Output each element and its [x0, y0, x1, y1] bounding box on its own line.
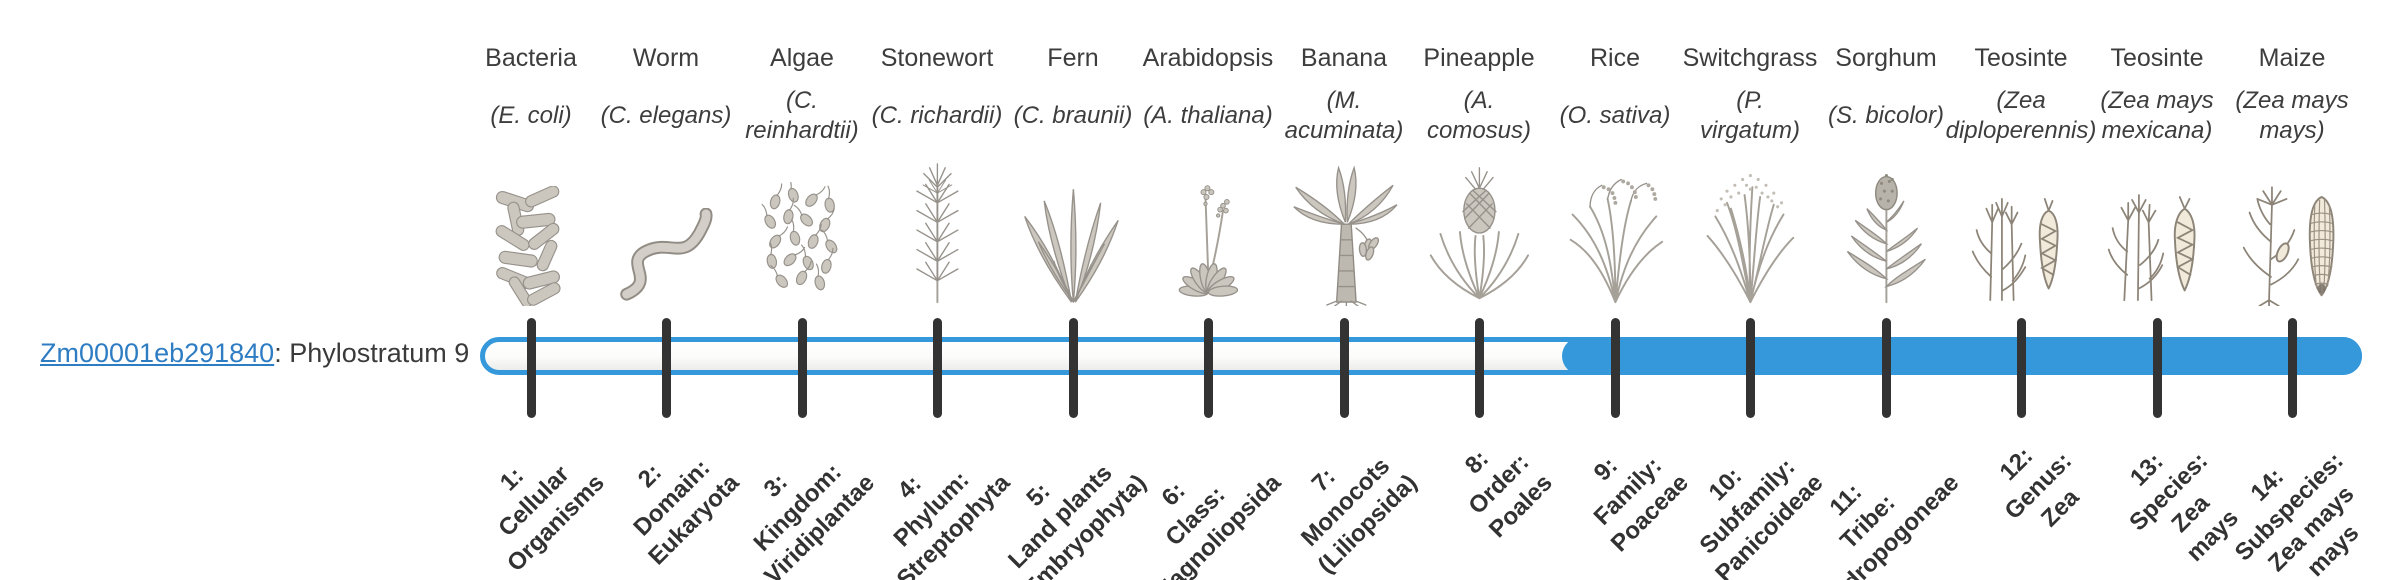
species-name: Teosinte [1974, 44, 2068, 72]
stratum-label: 8: Order: Poales [1459, 445, 1558, 544]
gene-link[interactable]: Zm00001eb291840 [40, 338, 275, 368]
species-name: Banana [1300, 44, 1388, 72]
species-scientific-name: (A. comosus) [1426, 87, 1532, 144]
species-column: Fern (C. braunii) [995, 42, 1151, 306]
species-column: Teosinte (Zea mays mexicana) [2079, 42, 2235, 306]
species-column: Rice (O. sativa) [1537, 42, 1693, 306]
species-name: Worm [632, 44, 700, 72]
stratum-label: 3: Kingdom: Viridiplantae [748, 458, 881, 580]
species-name: Stonewort [880, 44, 994, 72]
species-scientific-name: (Zea mays mays) [2235, 87, 2349, 144]
species-column: Banana (M. acuminata) [1266, 42, 1422, 306]
arabidopsis-illustration [1130, 154, 1286, 306]
phylo-bar-fill [1562, 337, 2362, 375]
species-column: Maize (Zea mays mays) [2214, 42, 2370, 306]
teosinte-diploperennis-illustration [1943, 154, 2099, 306]
rice-illustration [1537, 154, 1693, 306]
stratum-label: 1: Cellular Organisms [492, 460, 610, 578]
tick-mark [1882, 318, 1891, 418]
species-scientific-name: (O. sativa) [1559, 102, 1671, 129]
species-column: Bacteria (E. coli) [453, 42, 609, 306]
stonewort-illustration [859, 154, 1015, 306]
gene-label: Zm00001eb291840: Phylostratum 9 [40, 338, 469, 369]
species-scientific-name: (P. virgatum) [1699, 87, 1801, 144]
species-name: Maize [2258, 44, 2326, 72]
algae-illustration [724, 154, 880, 306]
species-name: Arabidopsis [1142, 44, 1274, 72]
gene-phylostratum-text: : Phylostratum 9 [274, 338, 470, 368]
tick-mark [1475, 318, 1484, 418]
species-name: Sorghum [1835, 44, 1937, 72]
species-column: Pineapple (A. comosus) [1401, 42, 1557, 306]
species-column: Worm (C. elegans) [588, 42, 744, 306]
phylo-bar [480, 337, 2362, 375]
species-scientific-name: (Zea diploperennis) [1945, 87, 2097, 144]
tick-mark [1204, 318, 1213, 418]
species-name: Teosinte [2110, 44, 2204, 72]
species-column: Switchgrass (P. virgatum) [1672, 42, 1828, 306]
species-scientific-name: (E. coli) [490, 102, 572, 129]
species-scientific-name: (C. elegans) [600, 102, 732, 129]
species-column: Arabidopsis (A. thaliana) [1130, 42, 1286, 306]
bacteria-illustration [453, 154, 609, 306]
stratum-label: 14: Subspecies: Zea mays mays [2229, 447, 2364, 580]
stratum-label: 7: Monocots (Liliopsida) [1296, 452, 1423, 579]
species-name: Fern [1047, 44, 1099, 72]
stratum-label: 9: Family: Poaceae [1588, 452, 1694, 558]
pineapple-illustration [1401, 154, 1557, 306]
species-name: Bacteria [485, 44, 577, 72]
species-column: Stonewort (C. richardii) [859, 42, 1015, 306]
species-scientific-name: (C. richardii) [871, 102, 1003, 129]
tick-mark [1746, 318, 1755, 418]
species-column: Teosinte (Zea diploperennis) [1943, 42, 2099, 306]
fern-illustration [995, 154, 1151, 306]
stratum-label: 2: Domain: Eukaryota [628, 454, 745, 571]
tick-mark [2288, 318, 2297, 418]
sorghum-illustration [1808, 154, 1964, 306]
stratum-label: 12: Genus: Zea [1994, 442, 2085, 533]
tick-mark [933, 318, 942, 418]
banana-illustration [1266, 154, 1422, 306]
species-scientific-name: (Zea mays mexicana) [2100, 87, 2214, 144]
switchgrass-illustration [1672, 154, 1828, 306]
species-name: Rice [1589, 44, 1640, 72]
tick-mark [1340, 318, 1349, 418]
species-column: Sorghum (S. bicolor) [1808, 42, 1964, 306]
species-scientific-name: (S. bicolor) [1827, 102, 1945, 129]
tick-mark [662, 318, 671, 418]
worm-illustration [588, 154, 744, 306]
species-scientific-name: (C. reinhardtii) [745, 87, 859, 144]
species-name: Algae [770, 44, 834, 72]
species-name: Pineapple [1423, 44, 1535, 72]
tick-mark [527, 318, 536, 418]
tick-mark [2153, 318, 2162, 418]
tick-mark [1611, 318, 1620, 418]
species-name: Switchgrass [1682, 44, 1818, 72]
tick-mark [1069, 318, 1078, 418]
species-scientific-name: (A. thaliana) [1143, 102, 1273, 129]
species-scientific-name: (M. acuminata) [1284, 87, 1404, 144]
teosinte-mexicana-illustration [2079, 154, 2235, 306]
tick-mark [2017, 318, 2026, 418]
maize-illustration [2214, 154, 2370, 306]
tick-mark [798, 318, 807, 418]
species-scientific-name: (C. braunii) [1013, 102, 1133, 129]
species-column: Algae (C. reinhardtii) [724, 42, 880, 306]
